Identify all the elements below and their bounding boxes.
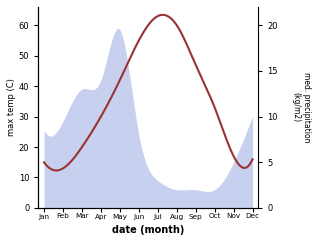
Y-axis label: med. precipitation
(kg/m2): med. precipitation (kg/m2) [292,72,311,143]
Y-axis label: max temp (C): max temp (C) [7,78,16,136]
X-axis label: date (month): date (month) [112,225,184,235]
